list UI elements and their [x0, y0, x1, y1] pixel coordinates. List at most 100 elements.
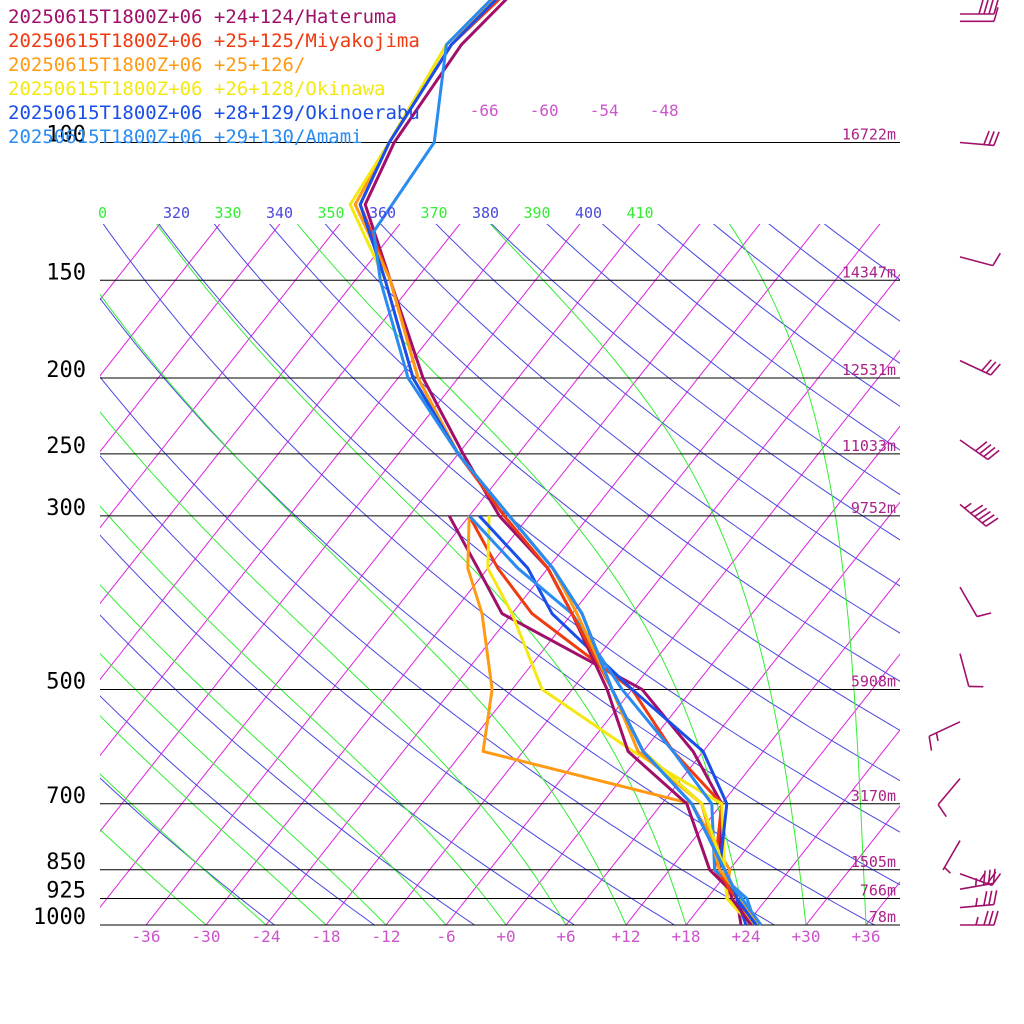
isotherm-line	[325, 224, 881, 925]
pressure-label: 250	[46, 434, 86, 459]
isotherm-line	[100, 224, 341, 529]
isotherm-lines	[0, 143, 1024, 926]
temperature-tick-label: +36	[852, 927, 881, 946]
legend-entry: 20250615T1800Z+06 +26+128/Okinawa	[8, 78, 386, 100]
height-label: 11033m	[842, 437, 896, 455]
height-label: 16722m	[842, 126, 896, 144]
theta-label: 390	[523, 204, 550, 222]
height-label: 78m	[869, 908, 896, 926]
temperature-line	[363, 0, 753, 926]
isotherm-line	[0, 143, 44, 926]
wind-barb	[959, 130, 1000, 147]
legend-entry: 20250615T1800Z+06 +25+126/	[8, 54, 306, 76]
temperature-tick-label: -6	[436, 927, 455, 946]
pressure-label: 150	[46, 260, 86, 285]
dry-adiabat-line	[712, 224, 900, 364]
temperature-tick-label: +12	[612, 927, 641, 946]
dewpoint-line	[466, 515, 758, 927]
dry-adiabat-line	[100, 455, 675, 925]
height-label: 3170m	[851, 787, 896, 805]
dry-adiabat-line	[324, 224, 900, 682]
isotherm-label: -54	[590, 101, 619, 120]
theta-label: 410	[626, 204, 653, 222]
isotherm-line	[505, 425, 900, 925]
wind-barb	[959, 502, 999, 527]
theta-label: 360	[369, 204, 396, 222]
wind-barb	[942, 840, 961, 874]
pressure-label: 1000	[33, 905, 86, 930]
moist-adiabat-line	[100, 828, 207, 925]
isotherm-line	[265, 224, 821, 925]
dry-adiabat-lines	[100, 224, 900, 925]
temperature-tick-label: -36	[132, 927, 161, 946]
wind-barb	[959, 653, 984, 688]
axis-labels: 100 16722m 150 14347m 200 12531m 250 11033m 300 9…	[33, 101, 896, 946]
theta-label: 350	[317, 204, 344, 222]
temperature-tick-label: +24	[732, 927, 761, 946]
theta-label: 330	[214, 204, 241, 222]
wind-barb	[937, 778, 961, 818]
theta-label: 400	[575, 204, 602, 222]
theta-label: 340	[266, 204, 293, 222]
height-label: 14347m	[842, 263, 896, 281]
isotherm-line	[100, 224, 461, 681]
temperature-tick-label: +30	[792, 927, 821, 946]
isotherm-line	[745, 729, 900, 925]
wind-barb	[959, 252, 1002, 267]
wind-barb	[960, 7, 999, 23]
isotherm-label: -60	[530, 101, 559, 120]
isotherm-label: -66	[470, 101, 499, 120]
wind-barbs	[928, 0, 1002, 926]
temperature-tick-label: +6	[556, 927, 575, 946]
dewpoint-line	[486, 515, 753, 927]
wind-barb	[960, 910, 999, 926]
isotherm-line	[100, 224, 401, 605]
dry-adiabat-line	[100, 777, 275, 925]
wind-barb	[959, 359, 1001, 376]
dry-adiabat-line	[213, 224, 900, 782]
height-label: 9752m	[851, 499, 896, 517]
isotherm-line	[100, 224, 521, 757]
pressure-label: 500	[46, 669, 86, 694]
pressure-label: 100	[46, 123, 86, 148]
isotherm-line	[100, 224, 161, 301]
dry-adiabat-line	[823, 224, 900, 281]
pressure-label: 925	[46, 879, 86, 904]
legend-entry: 20250615T1800Z+06 +28+129/Okinoerabu	[8, 102, 420, 124]
isotherm-line	[625, 577, 900, 925]
dry-adiabat-line	[657, 224, 900, 407]
wind-barb	[928, 721, 961, 751]
temperature-line	[372, 0, 763, 926]
isotherm-line	[385, 273, 900, 925]
temperature-tick-label: +0	[496, 927, 515, 946]
dewpoint-line	[468, 514, 758, 926]
wind-barb	[959, 439, 1000, 461]
temperature-tick-label: -24	[252, 927, 281, 946]
height-label: 5908m	[851, 672, 896, 690]
isotherm-line	[100, 224, 641, 909]
legend-entry: 20250615T1800Z+06 +24+124/Hateruma	[8, 6, 397, 28]
dry-adiabat-line	[380, 224, 900, 634]
wind-barb	[960, 0, 999, 15]
isotherm-line	[100, 224, 221, 377]
temperature-tick-label: +18	[672, 927, 701, 946]
temperature-tick-label: -12	[372, 927, 401, 946]
isotherm-line	[145, 224, 701, 925]
isotherm-line	[445, 349, 900, 925]
wind-barb	[959, 586, 992, 618]
temperature-tick-label: -18	[312, 927, 341, 946]
height-label: 766m	[860, 882, 896, 900]
isotherm-line	[565, 501, 900, 925]
isotherm-line	[986, 143, 1024, 926]
wind-barb	[959, 868, 996, 890]
theta-label: 0	[98, 204, 107, 222]
isotherm-line	[100, 224, 581, 833]
pressure-label: 850	[46, 850, 86, 875]
theta-label: 380	[472, 204, 499, 222]
isobar-lines	[100, 142, 900, 926]
pressure-label: 700	[46, 784, 86, 809]
legend-entry: 20250615T1800Z+06 +29+130/Amami	[8, 126, 363, 148]
pressure-label: 200	[46, 358, 86, 383]
theta-label: 320	[163, 204, 190, 222]
